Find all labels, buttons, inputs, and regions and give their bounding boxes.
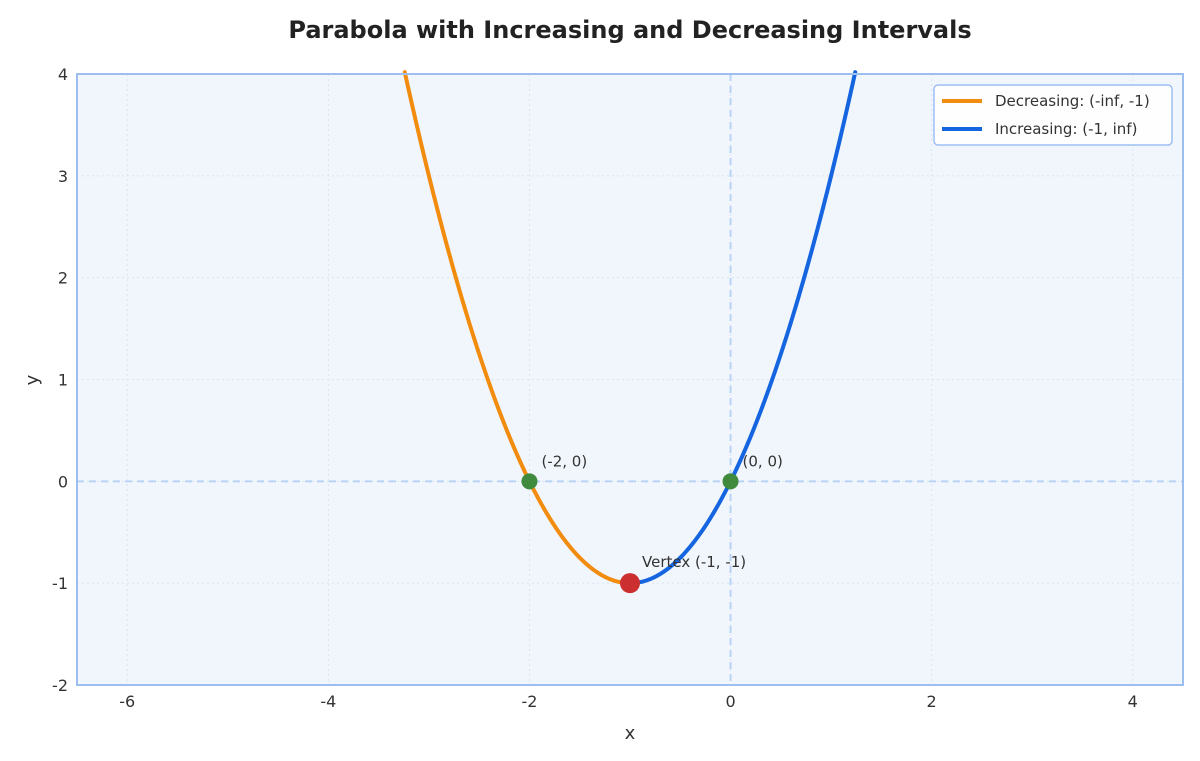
y-tick-label: 4 — [58, 65, 68, 84]
vertex-annotation: Vertex (-1, -1) — [642, 553, 746, 571]
points-layer: (-2, 0) (0, 0) Vertex (-1, -1) — [521, 452, 783, 594]
x-axis-label: x — [625, 723, 636, 744]
legend-box — [933, 84, 1173, 146]
intercept-annotation: (-2, 0) — [541, 452, 587, 470]
legend: Decreasing: (-inf, -1) Increasing: (-1, … — [933, 84, 1173, 146]
intercept-point — [722, 473, 739, 490]
y-tick-label: 0 — [58, 472, 68, 491]
legend-entry-decreasing: Decreasing: (-inf, -1) — [995, 92, 1150, 110]
x-tick-label: -4 — [320, 692, 336, 711]
y-tick-label: 3 — [58, 167, 68, 186]
x-tick-labels: -6 -4 -2 0 2 4 — [119, 692, 1138, 711]
x-tick-label: 4 — [1128, 692, 1138, 711]
intercept-point — [521, 473, 538, 490]
reference-lines — [77, 74, 1183, 685]
y-axis-label: y — [22, 374, 43, 385]
x-tick-label: 2 — [927, 692, 937, 711]
chart-title: Parabola with Increasing and Decreasing … — [288, 16, 971, 44]
x-tick-label: -6 — [119, 692, 135, 711]
x-tick-label: 0 — [725, 692, 735, 711]
y-tick-label: 1 — [58, 371, 68, 390]
x-tick-label: -2 — [521, 692, 537, 711]
y-tick-label: -2 — [52, 676, 68, 695]
series-line-increasing — [628, 70, 858, 586]
series-layer — [402, 70, 858, 586]
intercept-annotation: (0, 0) — [743, 452, 783, 470]
vertex-point — [620, 573, 640, 594]
series-line-decreasing — [402, 70, 632, 586]
y-tick-label: -1 — [52, 574, 68, 593]
y-tick-label: 2 — [58, 269, 68, 288]
y-tick-labels: -2 -1 0 1 2 3 4 — [52, 65, 68, 695]
legend-entry-increasing: Increasing: (-1, inf) — [995, 120, 1137, 138]
plot-frame — [76, 73, 1184, 686]
